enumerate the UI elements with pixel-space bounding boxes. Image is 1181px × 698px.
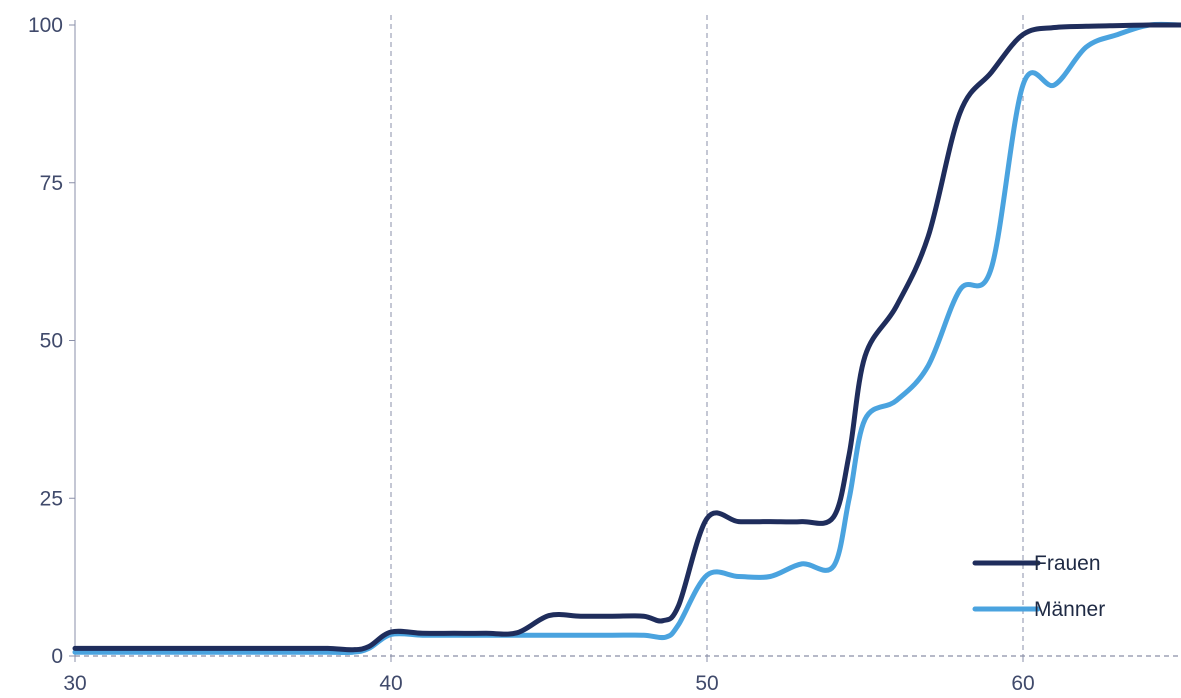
x-tick-label: 30 — [63, 672, 86, 695]
legend-item-maenner: Männer — [972, 598, 1105, 621]
x-tick-labels: 30 40 50 60 — [63, 656, 1035, 695]
series-line-frauen — [72, 22, 1181, 653]
x-tick-label: 60 — [1011, 672, 1034, 695]
vertical-gridlines — [390, 15, 1024, 656]
y-tick-label: 50 — [40, 330, 63, 353]
y-tick-label: 100 — [28, 14, 63, 37]
legend-item-frauen: Frauen — [972, 552, 1101, 575]
axes — [74, 20, 1181, 657]
y-tick-label: 75 — [40, 172, 63, 195]
legend-label-frauen: Frauen — [1034, 552, 1101, 575]
legend-label-maenner: Männer — [1034, 598, 1105, 621]
series-line-maenner — [72, 21, 1181, 655]
x-tick-label: 50 — [695, 672, 718, 695]
y-tick-label: 0 — [51, 645, 63, 668]
series-lines — [72, 21, 1181, 655]
y-tick-label: 25 — [40, 487, 63, 510]
y-tick-labels: 0 25 50 75 100 — [28, 14, 75, 668]
legend: Frauen Männer — [972, 552, 1105, 621]
x-tick-label: 40 — [379, 672, 402, 695]
